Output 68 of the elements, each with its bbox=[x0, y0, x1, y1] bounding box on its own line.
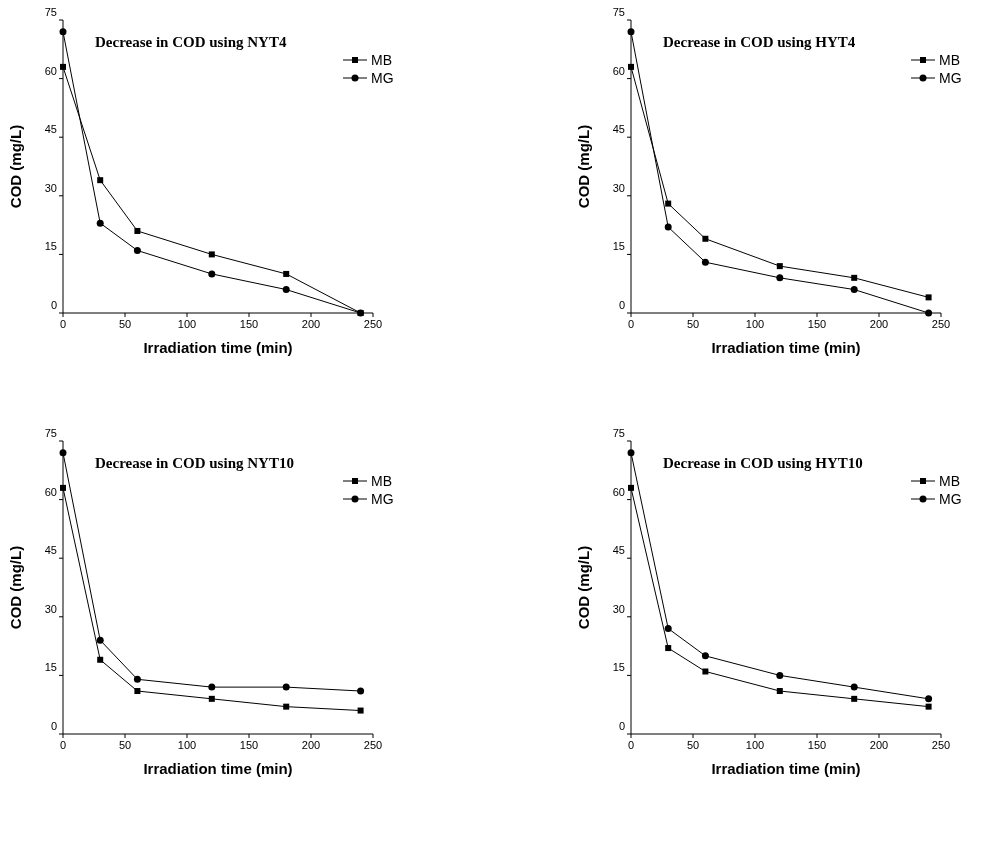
x-tick-label: 50 bbox=[118, 318, 132, 330]
legend-label: MG bbox=[939, 70, 962, 86]
y-tick-label: 15 bbox=[44, 240, 57, 253]
x-axis-title: Irradiation time (min) bbox=[143, 339, 293, 356]
y-tick-label: 75 bbox=[44, 427, 57, 439]
y-tick-label: 0 bbox=[50, 720, 57, 732]
x-axis-title: Irradiation time (min) bbox=[711, 760, 861, 777]
y-tick-label: 15 bbox=[612, 661, 625, 674]
text: Decrease in COD using NYT4 bbox=[95, 34, 287, 50]
x-tick-label: 0 bbox=[627, 318, 635, 330]
x-tick-label: 200 bbox=[301, 739, 321, 751]
y-tick-label: 75 bbox=[44, 6, 57, 18]
x-tick-label: 200 bbox=[869, 739, 889, 751]
y-tick-label: 30 bbox=[44, 181, 57, 194]
y-tick-label: 30 bbox=[612, 181, 625, 194]
legend-label: MB bbox=[371, 473, 392, 489]
x-axis-title: Irradiation time (min) bbox=[711, 339, 861, 356]
legend-label: MB bbox=[939, 473, 960, 489]
y-tick-label: 75 bbox=[612, 427, 625, 439]
y-tick-label: 0 bbox=[618, 299, 625, 311]
text: Decrease in COD using HYT4 bbox=[663, 34, 856, 50]
legend-label: MG bbox=[371, 70, 394, 86]
y-tick-label: 60 bbox=[44, 485, 57, 498]
x-tick-label: 0 bbox=[59, 318, 67, 330]
y-tick-label: 75 bbox=[612, 6, 625, 18]
y-tick-label: 60 bbox=[612, 485, 625, 498]
x-tick-label: 250 bbox=[931, 739, 951, 751]
x-tick-label: 100 bbox=[177, 318, 197, 330]
x-tick-label: 150 bbox=[239, 318, 259, 330]
y-tick-label: 45 bbox=[44, 544, 57, 557]
x-tick-label: 200 bbox=[869, 318, 889, 330]
x-tick-label: 150 bbox=[239, 739, 259, 751]
x-tick-label: 250 bbox=[363, 318, 383, 330]
x-tick-label: 0 bbox=[59, 739, 67, 751]
x-tick-label: 250 bbox=[363, 739, 383, 751]
y-tick-label: 45 bbox=[612, 544, 625, 557]
x-tick-label: 100 bbox=[745, 739, 765, 751]
x-axis-title: Irradiation time (min) bbox=[143, 760, 293, 777]
legend-label: MG bbox=[939, 491, 962, 507]
y-tick-label: 15 bbox=[612, 240, 625, 253]
x-tick-label: 150 bbox=[807, 318, 827, 330]
y-axis-title: COD (mg/L) bbox=[7, 545, 24, 630]
text: Decrease in COD using NYT10 bbox=[95, 455, 294, 471]
y-tick-label: 30 bbox=[612, 602, 625, 615]
legend-label: MG bbox=[371, 491, 394, 507]
y-tick-label: 0 bbox=[50, 299, 57, 311]
x-tick-label: 150 bbox=[807, 739, 827, 751]
y-tick-label: 45 bbox=[44, 123, 57, 136]
legend-label: MB bbox=[939, 52, 960, 68]
y-tick-label: 45 bbox=[612, 123, 625, 136]
x-tick-label: 50 bbox=[118, 739, 132, 751]
text: Decrease in COD using HYT10 bbox=[663, 455, 863, 471]
x-tick-label: 100 bbox=[177, 739, 197, 751]
x-tick-label: 50 bbox=[686, 739, 700, 751]
y-axis-title: COD (mg/L) bbox=[575, 124, 592, 209]
y-tick-label: 60 bbox=[44, 64, 57, 77]
y-axis-title: COD (mg/L) bbox=[575, 545, 592, 630]
x-tick-label: 50 bbox=[686, 318, 700, 330]
y-tick-label: 0 bbox=[618, 720, 625, 732]
y-tick-label: 60 bbox=[612, 64, 625, 77]
x-tick-label: 200 bbox=[301, 318, 321, 330]
x-tick-label: 100 bbox=[745, 318, 765, 330]
x-tick-label: 250 bbox=[931, 318, 951, 330]
x-tick-label: 0 bbox=[627, 739, 635, 751]
y-axis-title: COD (mg/L) bbox=[7, 124, 24, 209]
legend-label: MB bbox=[371, 52, 392, 68]
y-tick-label: 15 bbox=[44, 661, 57, 674]
y-tick-label: 30 bbox=[44, 602, 57, 615]
